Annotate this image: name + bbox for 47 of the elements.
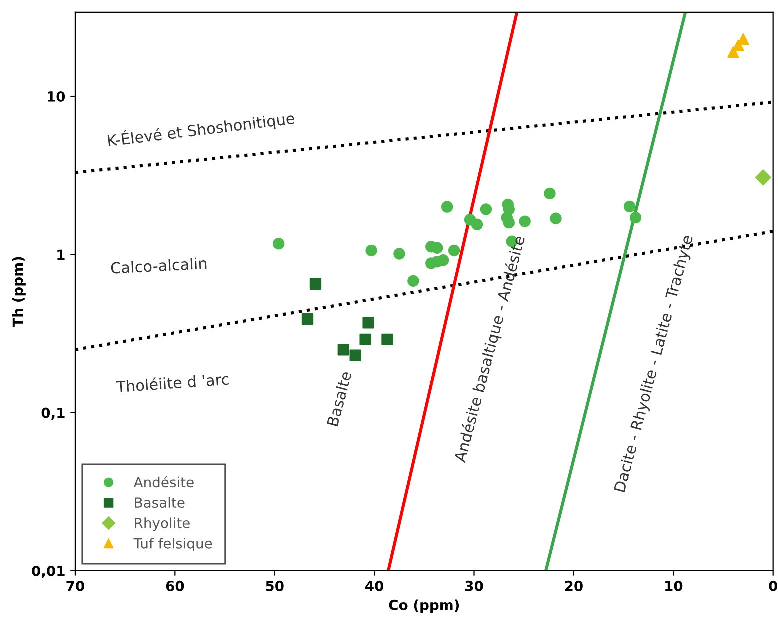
point (503, 216, 515, 229)
x-tick-label: 20 (565, 580, 583, 592)
point (394, 248, 406, 260)
x-axis-title: Co (ppm) (389, 600, 460, 614)
point (441, 201, 454, 213)
point (382, 334, 394, 346)
x-tick-label: 40 (366, 580, 384, 592)
point (624, 200, 636, 213)
point (544, 188, 556, 200)
point (432, 242, 444, 254)
point (362, 317, 374, 329)
x-tick-label: 30 (466, 580, 484, 592)
legend-label: Tuf felsique (134, 538, 212, 552)
point (471, 218, 484, 230)
point (360, 334, 372, 346)
y-tick-label: 1 (58, 250, 65, 260)
point (519, 216, 531, 228)
y-tick-label: 0,01 (32, 566, 65, 578)
point (448, 244, 460, 257)
legend-label: Rhyolite (135, 518, 190, 532)
legend-label: Andésite (134, 476, 194, 488)
x-tick-label: 50 (266, 580, 284, 592)
point (366, 244, 378, 257)
annotation: Calco-alcalin (111, 257, 207, 274)
point (732, 40, 744, 52)
point (550, 212, 562, 224)
point (480, 204, 492, 216)
point (338, 344, 350, 356)
point (350, 350, 362, 362)
annotation: Tholéiite d 'arc (116, 372, 229, 393)
point (408, 275, 420, 288)
annotation: K-Élevé et Shoshonitique (108, 110, 296, 150)
legend-label: Basalte (135, 497, 185, 508)
point (273, 238, 285, 250)
point (630, 212, 642, 224)
point (738, 33, 750, 46)
annotation: Basalte (326, 370, 352, 427)
x-tick-label: 0 (769, 580, 778, 592)
x-tick-label: 70 (66, 580, 84, 592)
x-tick-label: 60 (166, 580, 184, 592)
x-tick-label: 10 (666, 580, 683, 592)
point (755, 170, 772, 186)
y-tick-label: 0,1 (42, 408, 65, 420)
point (310, 278, 322, 290)
point (302, 314, 314, 326)
y-tick-label: 10 (48, 92, 66, 102)
y-axis-title: Th (ppm) (12, 257, 26, 328)
